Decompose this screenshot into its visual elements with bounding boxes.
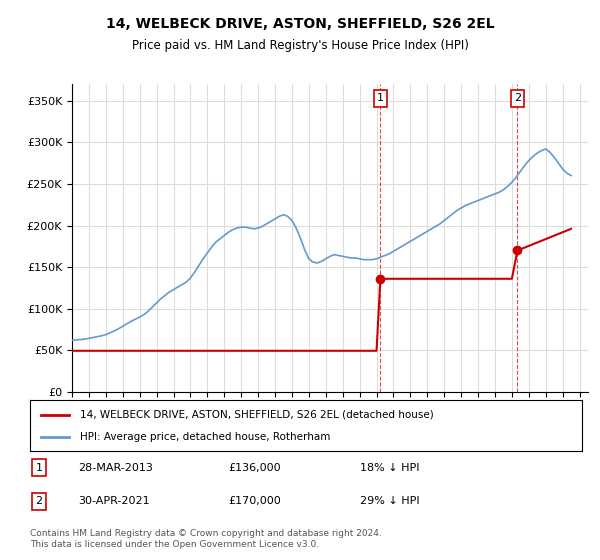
Text: 14, WELBECK DRIVE, ASTON, SHEFFIELD, S26 2EL: 14, WELBECK DRIVE, ASTON, SHEFFIELD, S26… [106, 17, 494, 31]
Text: 2: 2 [35, 496, 43, 506]
Text: HPI: Average price, detached house, Rotherham: HPI: Average price, detached house, Roth… [80, 432, 330, 442]
Text: £170,000: £170,000 [228, 496, 281, 506]
Text: Contains HM Land Registry data © Crown copyright and database right 2024.
This d: Contains HM Land Registry data © Crown c… [30, 529, 382, 549]
Text: 1: 1 [377, 93, 384, 103]
Text: 2: 2 [514, 93, 521, 103]
Text: 30-APR-2021: 30-APR-2021 [78, 496, 149, 506]
Text: £136,000: £136,000 [228, 463, 281, 473]
Text: 14, WELBECK DRIVE, ASTON, SHEFFIELD, S26 2EL (detached house): 14, WELBECK DRIVE, ASTON, SHEFFIELD, S26… [80, 409, 433, 419]
Text: 18% ↓ HPI: 18% ↓ HPI [360, 463, 419, 473]
Text: 28-MAR-2013: 28-MAR-2013 [78, 463, 153, 473]
Text: Price paid vs. HM Land Registry's House Price Index (HPI): Price paid vs. HM Land Registry's House … [131, 39, 469, 52]
Text: 1: 1 [35, 463, 43, 473]
Text: 29% ↓ HPI: 29% ↓ HPI [360, 496, 419, 506]
